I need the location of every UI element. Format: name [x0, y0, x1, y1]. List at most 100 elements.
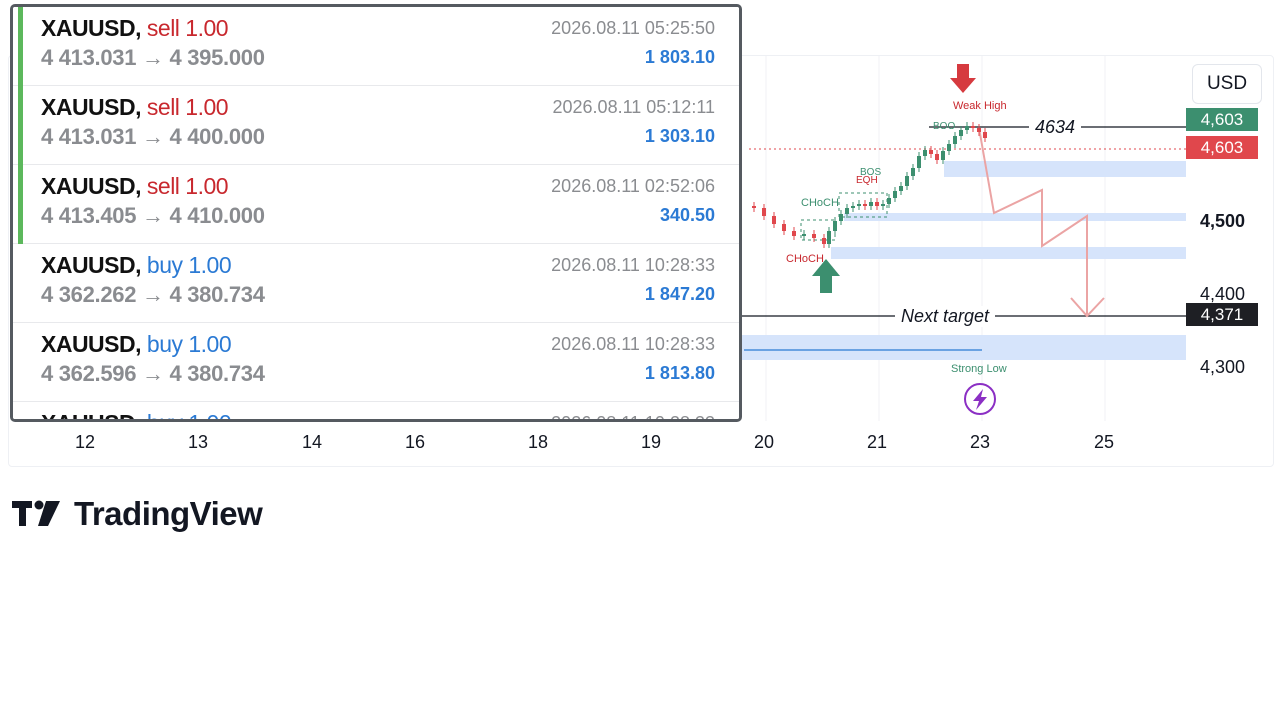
order-profit: 1 803.10	[644, 47, 715, 67]
candle-body	[983, 132, 987, 138]
order-time: 2026.08.11 10:28:33	[551, 334, 715, 354]
order-side: buy 1.00	[147, 410, 232, 419]
order-side: buy 1.00	[146, 331, 232, 357]
candle-body	[812, 234, 816, 238]
strong-low-label: Strong Low	[951, 363, 1007, 375]
order-symbol: XAUUSD,	[41, 173, 142, 199]
candle-body	[887, 198, 891, 204]
order-row[interactable]: XAUUSD, sell 1.00 4 413.031 → 4 395.000 …	[13, 7, 739, 86]
chart-grid	[765, 56, 1106, 421]
order-accent-bar	[18, 165, 23, 244]
candle-body	[845, 208, 849, 214]
order-prices: 4 413.031 → 4 400.000	[41, 124, 265, 149]
candle-body	[857, 204, 861, 206]
currency-button[interactable]: USD	[1192, 64, 1262, 104]
order-accent-bar	[18, 7, 23, 86]
order-symbol: XAUUSD,	[41, 252, 142, 278]
choch-label-upper: CHoCH	[801, 197, 839, 209]
liquidity-zones	[739, 161, 1186, 360]
date-label: 12	[74, 432, 96, 452]
axis-price-4300: 4,300	[1200, 357, 1246, 377]
order-symbol: XAUUSD,	[41, 94, 142, 120]
candle-body	[971, 126, 975, 128]
candle-body	[881, 204, 885, 206]
candle-body	[863, 204, 867, 206]
bos-box	[838, 192, 888, 218]
candle-body	[905, 176, 909, 186]
candle-body	[929, 150, 933, 154]
candlestick-series	[752, 122, 987, 248]
order-time: 2026.08.11 10:28:33	[551, 255, 715, 275]
sell-arrow-icon	[950, 64, 976, 93]
order-side: buy 1.00	[146, 252, 232, 278]
order-symbol: XAUUSD,	[41, 331, 142, 357]
trade-history-panel[interactable]: XAUUSD, sell 1.00 4 413.031 → 4 395.000 …	[10, 4, 742, 422]
candle-body	[947, 144, 951, 151]
candle-body	[965, 126, 969, 130]
date-label: 21	[866, 432, 888, 452]
zone-upper	[944, 161, 1186, 177]
order-time: 2026.08.11 05:12:11	[552, 97, 715, 117]
date-label: 23	[969, 432, 991, 452]
candle-body	[827, 231, 831, 244]
order-time: 2026.08.11 10:28:33	[551, 413, 715, 419]
tradingview-logo: TradingView	[12, 495, 263, 533]
order-profit: 1 813.80	[644, 363, 715, 383]
candle-body	[977, 128, 981, 132]
order-side: sell 1.00	[146, 173, 229, 199]
candle-body	[875, 202, 879, 206]
order-profit: 1 847.20	[644, 284, 715, 304]
candle-body	[869, 202, 873, 206]
bos-label: BOS	[860, 167, 882, 178]
price-tag-target: 4,371	[1186, 303, 1258, 326]
order-prices: 4 413.405 → 4 410.000	[41, 203, 265, 228]
tradingview-logo-icon	[12, 500, 60, 526]
order-profit: 340.50	[659, 205, 715, 225]
order-row[interactable]: XAUUSD, buy 1.00 4 362.596 → 4 380.734 2…	[13, 323, 739, 402]
candle-body	[782, 224, 786, 231]
weak-high-label: Weak High	[953, 100, 1007, 112]
candle-body	[935, 154, 939, 160]
candle-body	[917, 156, 921, 168]
brand-name: TradingView	[74, 495, 263, 532]
date-label: 20	[753, 432, 775, 452]
date-label: 16	[404, 432, 426, 452]
order-row[interactable]: XAUUSD, buy 1.00 2026.08.11 10:28:33	[13, 402, 739, 419]
price-tag-ask: 4,603	[1186, 136, 1258, 159]
chart-canvas[interactable]	[9, 56, 1273, 466]
candle-body	[792, 231, 796, 236]
order-row[interactable]: XAUUSD, sell 1.00 4 413.405 → 4 410.000 …	[13, 165, 739, 244]
level-4634-label: 4634	[1029, 117, 1082, 138]
date-label: 13	[187, 432, 209, 452]
projection-path	[978, 127, 1088, 314]
eqh-label: EQH	[856, 175, 878, 186]
candle-body	[941, 151, 945, 160]
candle-body	[959, 130, 963, 136]
lightning-icon[interactable]	[964, 383, 996, 415]
candle-body	[953, 136, 957, 144]
date-label: 19	[640, 432, 662, 452]
candle-body	[802, 234, 806, 236]
order-accent-bar	[18, 86, 23, 165]
candle-body	[893, 191, 897, 198]
order-profit: 1 303.10	[644, 126, 715, 146]
order-symbol: XAUUSD,	[41, 410, 142, 419]
order-side: sell 1.00	[146, 15, 229, 41]
candle-body	[833, 221, 837, 231]
order-row[interactable]: XAUUSD, buy 1.00 4 362.262 → 4 380.734 2…	[13, 244, 739, 323]
candle-body	[772, 216, 776, 224]
axis-price-4400: 4,400	[1200, 284, 1246, 304]
order-side: sell 1.00	[146, 94, 229, 120]
order-prices: 4 362.596 → 4 380.734	[41, 361, 265, 386]
candle-body	[851, 206, 855, 208]
buy-arrow-icon	[812, 259, 840, 293]
candle-body	[923, 150, 927, 156]
zone-mid	[844, 213, 1186, 221]
order-symbol: XAUUSD,	[41, 15, 142, 41]
candle-body	[752, 206, 756, 208]
order-time: 2026.08.11 02:52:06	[551, 176, 715, 196]
candle-body	[822, 238, 826, 244]
date-label: 18	[527, 432, 549, 452]
candle-body	[762, 208, 766, 216]
order-row[interactable]: XAUUSD, sell 1.00 4 413.031 → 4 400.000 …	[13, 86, 739, 165]
